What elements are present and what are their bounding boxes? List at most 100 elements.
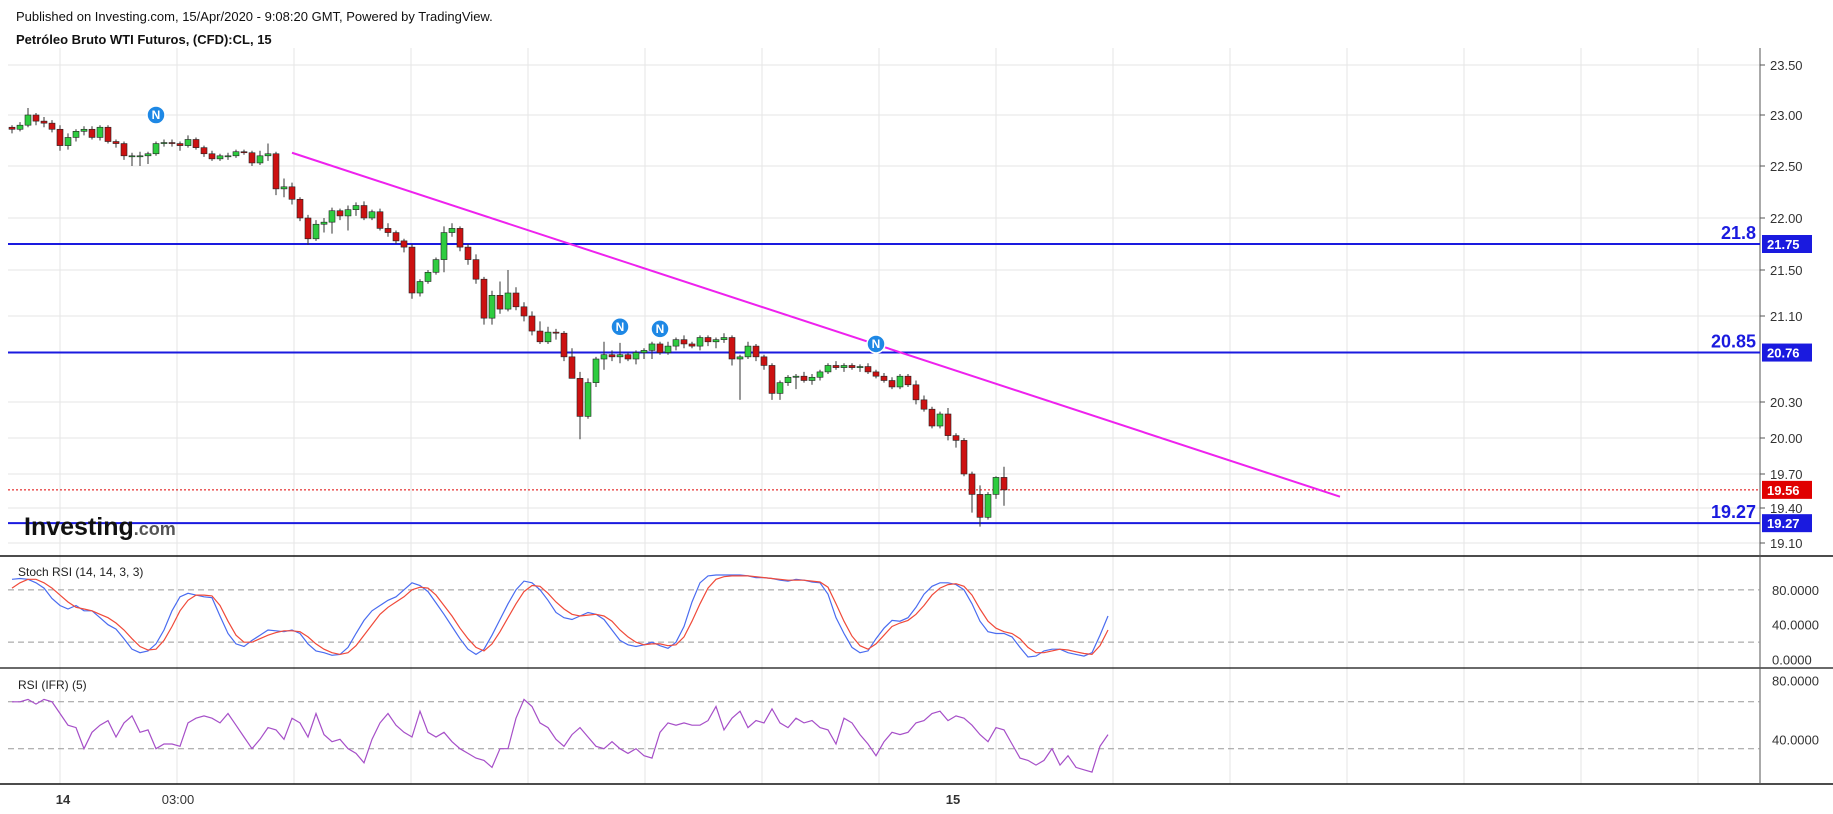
candle-body <box>32 114 40 122</box>
candle-body <box>784 376 792 383</box>
price-tag-label: 21.75 <box>1767 237 1800 252</box>
news-marker <box>610 317 630 337</box>
price-tag <box>1762 514 1812 533</box>
candle-body <box>224 155 232 158</box>
candle-body <box>568 356 576 379</box>
candle-body <box>184 139 192 146</box>
candle-body <box>200 147 208 155</box>
candle-body <box>56 128 64 146</box>
candle-body <box>856 366 864 368</box>
candle-body <box>960 440 968 475</box>
price-tick-label: 22.00 <box>1770 211 1803 226</box>
candle-body <box>256 155 264 164</box>
candle-body <box>88 128 96 138</box>
candle-body <box>528 315 536 332</box>
candle-body <box>616 354 624 358</box>
candle-body <box>368 211 376 219</box>
candle-body <box>48 122 56 130</box>
rsi-title: RSI (IFR) (5) <box>18 678 87 692</box>
candle-body <box>232 151 240 157</box>
candle-body <box>944 413 952 436</box>
candle-body <box>144 153 152 157</box>
candle-body <box>408 246 416 294</box>
candle-body <box>152 143 160 155</box>
candle-body <box>64 137 72 146</box>
time-tick-label: 03:00 <box>162 792 195 807</box>
price-tick-label: 21.50 <box>1770 263 1803 278</box>
price-tag <box>1762 343 1812 362</box>
candle-body <box>512 292 520 308</box>
candle-body <box>976 494 984 518</box>
candle-body <box>328 210 336 223</box>
candle-body <box>680 339 688 345</box>
candle-body <box>720 337 728 340</box>
candle-body <box>576 378 584 417</box>
level-label: 20.85 <box>1711 332 1756 352</box>
price-tick-label: 23.00 <box>1770 108 1803 123</box>
candle-body <box>160 142 168 144</box>
candle-body <box>464 246 472 260</box>
candle-body <box>120 143 128 157</box>
candle-body <box>472 259 480 280</box>
candle-body <box>560 332 568 358</box>
price-tag-label: 19.27 <box>1767 516 1800 531</box>
news-marker <box>146 105 166 125</box>
candle-body <box>384 228 392 233</box>
candle-body <box>728 337 736 360</box>
candle-body <box>736 356 744 360</box>
candle-body <box>208 153 216 160</box>
candle-body <box>952 435 960 441</box>
candle-body <box>304 217 312 240</box>
candle-body <box>456 228 464 248</box>
candle-body <box>344 209 352 217</box>
price-tick-label: 22.50 <box>1770 159 1803 174</box>
candle-body <box>848 365 856 368</box>
candle-body <box>296 198 304 219</box>
candle-body <box>80 128 88 132</box>
candle-body <box>496 294 504 310</box>
candle-body <box>744 345 752 358</box>
candle-body <box>880 375 888 381</box>
rsi-tick-label: 40.0000 <box>1772 732 1819 747</box>
price-tick-label: 20.30 <box>1770 395 1803 410</box>
candle-body <box>984 494 992 518</box>
candle-body <box>896 375 904 388</box>
candle-body <box>72 131 80 138</box>
candle-body <box>8 126 16 130</box>
time-tick-label: 15 <box>946 792 960 807</box>
candle-body <box>480 278 488 319</box>
candle-body <box>888 380 896 388</box>
candle-body <box>112 141 120 144</box>
candle-body <box>104 126 112 142</box>
candle-body <box>192 139 200 148</box>
candle-body <box>632 352 640 360</box>
candle-body <box>968 473 976 495</box>
candle-body <box>520 306 528 317</box>
rsi-line <box>12 698 1109 773</box>
logo-suffix: .com <box>134 519 176 539</box>
chart-title: Petróleo Bruto WTI Futuros, (CFD):CL, 15 <box>16 32 272 47</box>
price-tag <box>1762 235 1812 253</box>
price-tick-label: 19.40 <box>1770 501 1803 516</box>
price-tag-label: 19.56 <box>1767 483 1800 498</box>
candle-body <box>248 152 256 164</box>
candle-body <box>280 186 288 190</box>
candle-body <box>752 345 760 358</box>
candle-body <box>840 365 848 368</box>
candle-body <box>624 354 632 360</box>
candle-body <box>704 337 712 343</box>
published-caption: Published on Investing.com, 15/Apr/2020 … <box>16 9 493 24</box>
news-marker <box>866 334 886 354</box>
svg-text:Investing.com: Investing.com <box>24 513 176 541</box>
candle-body <box>264 153 272 157</box>
price-tick-label: 19.70 <box>1770 467 1803 482</box>
candle-body <box>320 221 328 225</box>
candle-body <box>168 142 176 144</box>
stoch-tick-label: 80.0000 <box>1772 583 1819 598</box>
candle-body <box>800 375 808 381</box>
candle-body <box>392 232 400 242</box>
candle-body <box>648 343 656 351</box>
candle-body <box>544 331 552 343</box>
candle-body <box>712 339 720 343</box>
